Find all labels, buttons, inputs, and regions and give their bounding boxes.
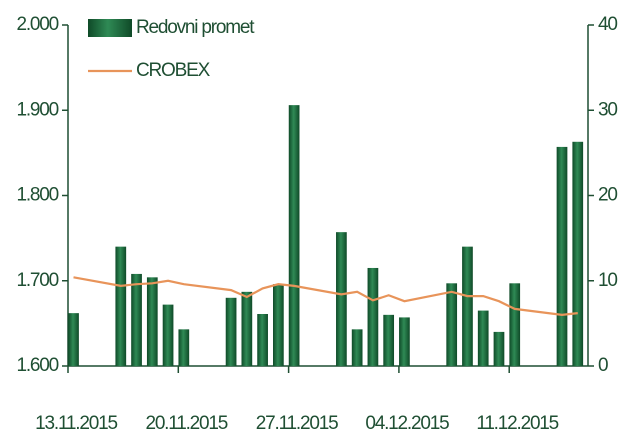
bar xyxy=(446,283,458,366)
legend-swatch xyxy=(88,19,132,37)
bar xyxy=(493,331,505,366)
bar xyxy=(288,105,300,366)
bar xyxy=(178,329,190,366)
y2-tick-label: 10 xyxy=(598,270,617,291)
y2-tick-label: 40 xyxy=(598,14,617,35)
bar xyxy=(131,273,142,366)
bar xyxy=(68,313,79,366)
x-tick-label: 04.12.2015 xyxy=(365,413,449,434)
bar xyxy=(572,141,584,366)
y-tick-label: 1.900 xyxy=(16,99,58,120)
bar xyxy=(115,246,127,366)
y-tick-label: 2.000 xyxy=(16,14,58,35)
bar xyxy=(257,313,268,366)
y2-tick-label: 20 xyxy=(598,185,617,206)
y-tick-label: 1.800 xyxy=(16,185,58,206)
bar xyxy=(336,232,347,366)
x-tick-label: 13.11.2015 xyxy=(35,413,117,434)
bar xyxy=(383,314,395,366)
bar xyxy=(367,267,379,366)
bar xyxy=(241,291,253,366)
bar xyxy=(477,310,489,366)
bar xyxy=(162,304,174,366)
bar xyxy=(399,317,410,366)
x-tick-label: 11.12.2015 xyxy=(476,413,558,434)
y-tick-label: 1.600 xyxy=(16,355,58,376)
bar xyxy=(462,246,473,366)
y2-tick-label: 0 xyxy=(598,355,608,376)
y2-tick-label: 30 xyxy=(598,99,617,120)
bar xyxy=(146,277,158,366)
x-tick-label: 20.11.2015 xyxy=(145,413,227,434)
bar xyxy=(509,283,521,366)
bar xyxy=(351,329,363,366)
x-tick-label: 27.11.2015 xyxy=(256,413,338,434)
y-tick-label: 1.700 xyxy=(16,270,58,291)
legend-label: CROBEX xyxy=(136,60,211,81)
bar xyxy=(273,284,284,366)
bar xyxy=(225,297,237,366)
legend-label: Redovni promet xyxy=(136,17,255,38)
line xyxy=(73,276,578,316)
bar xyxy=(556,146,568,366)
